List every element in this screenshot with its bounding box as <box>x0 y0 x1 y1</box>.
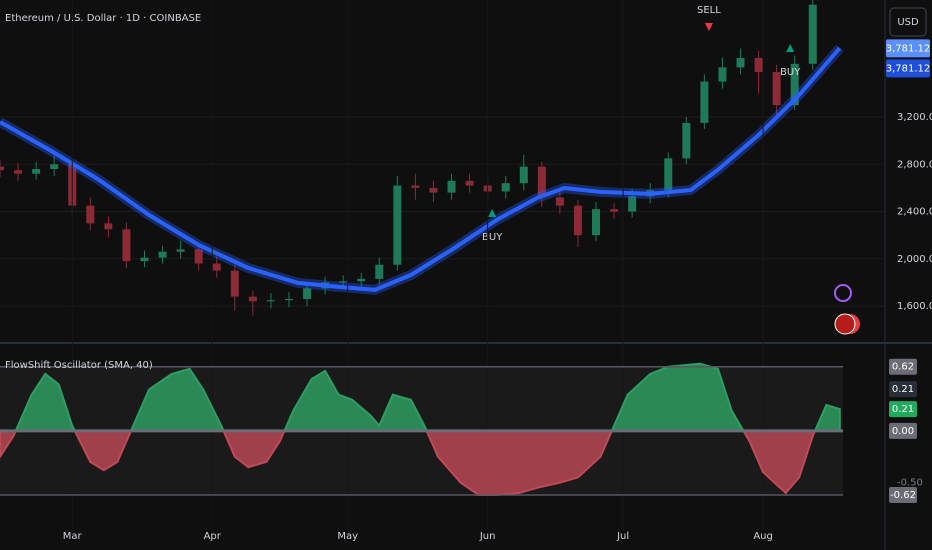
signal-label: BUY <box>780 67 801 78</box>
candle-body <box>104 223 113 230</box>
candle-body <box>700 81 709 123</box>
candle-body <box>375 264 384 279</box>
y-tick-label: 2,800.00 <box>897 159 932 170</box>
level-label: 0.00 <box>892 426 914 437</box>
y-tick-label: 2,000.00 <box>897 254 932 265</box>
price-label-box <box>886 59 930 78</box>
candle-body <box>122 229 131 262</box>
candle-body <box>266 300 275 302</box>
candle-body <box>592 209 601 236</box>
candle-body <box>754 57 763 73</box>
candle-body <box>610 209 619 212</box>
candle-body <box>50 164 59 169</box>
candle-body <box>158 251 167 258</box>
candle-body <box>393 185 402 265</box>
level-label-box <box>889 422 917 439</box>
x-tick-label: Mar <box>63 531 83 542</box>
candle-body <box>429 187 438 193</box>
x-tick-label: Jul <box>616 531 629 542</box>
candle-body <box>32 168 41 174</box>
y-tick-label: 3,200.00 <box>897 112 932 123</box>
icon-flag <box>834 313 856 335</box>
x-tick-label: Aug <box>753 531 773 542</box>
candle-body <box>682 122 691 159</box>
candle-body <box>140 257 149 262</box>
candle-body <box>0 166 4 171</box>
currency-button[interactable] <box>889 7 927 37</box>
oscillator-area-positive <box>0 362 841 431</box>
y-tick-label: 1,600.00 <box>897 301 932 312</box>
signal-marker <box>488 208 497 217</box>
candle-body <box>86 205 95 224</box>
candle-body <box>303 288 312 299</box>
candle-body <box>628 196 637 212</box>
currency-button-label[interactable]: USD <box>897 17 919 28</box>
signal-marker <box>704 23 713 32</box>
value-label-box <box>889 401 917 418</box>
x-tick-label: Jun <box>479 531 496 542</box>
x-tick-label: Apr <box>204 531 222 542</box>
level-label: 0.62 <box>892 362 914 373</box>
candle-body <box>537 166 546 198</box>
candle-body <box>790 63 799 106</box>
value-label: 0.21 <box>892 384 914 395</box>
level-label-box <box>889 487 917 503</box>
candle-body <box>357 278 366 282</box>
symbol-title: Ethereum / U.S. Dollar · 1D · COINBASE <box>5 13 201 24</box>
price-label: 3,781.12 <box>886 43 931 54</box>
candle-body <box>212 263 221 271</box>
y-tick-label: -0.50 <box>897 478 923 489</box>
y-tick-label: 2,400.00 <box>897 207 932 218</box>
candle-body <box>573 205 582 236</box>
indicator-icons <box>834 284 860 335</box>
candle-body <box>718 67 727 82</box>
indicator-title: FlowShift Oscillator (SMA, 40) <box>5 360 153 371</box>
level-label-box <box>889 358 917 375</box>
price-label-box <box>886 39 930 58</box>
candle-body <box>447 180 456 193</box>
candle-body <box>194 249 203 264</box>
level-label: -0.62 <box>890 490 916 501</box>
candle-body <box>736 57 745 68</box>
candle-body <box>339 281 348 283</box>
value-label-box <box>889 381 917 398</box>
x-tick-label: May <box>337 531 358 542</box>
candle-body <box>555 197 564 206</box>
candle-body <box>501 183 510 192</box>
sma-line <box>0 46 842 292</box>
oscillator-area-negative <box>0 430 841 496</box>
candle-body <box>808 4 817 64</box>
value-label: 0.21 <box>892 404 914 415</box>
candle-body <box>230 270 239 297</box>
candle-body <box>176 249 185 252</box>
candle-body <box>519 166 528 184</box>
price-label: 3,781.12 <box>886 63 931 74</box>
candle-body <box>14 170 23 174</box>
icon-lightning <box>834 284 852 302</box>
candle-body <box>248 296 257 302</box>
candle-body <box>284 298 293 301</box>
candle-body <box>465 180 474 186</box>
candle-body <box>411 185 420 188</box>
candle-body <box>772 72 781 106</box>
signal-label: BUY <box>482 232 503 243</box>
candle-body <box>664 158 673 191</box>
signal-marker <box>786 43 795 52</box>
signal-label: SELL <box>697 5 721 16</box>
